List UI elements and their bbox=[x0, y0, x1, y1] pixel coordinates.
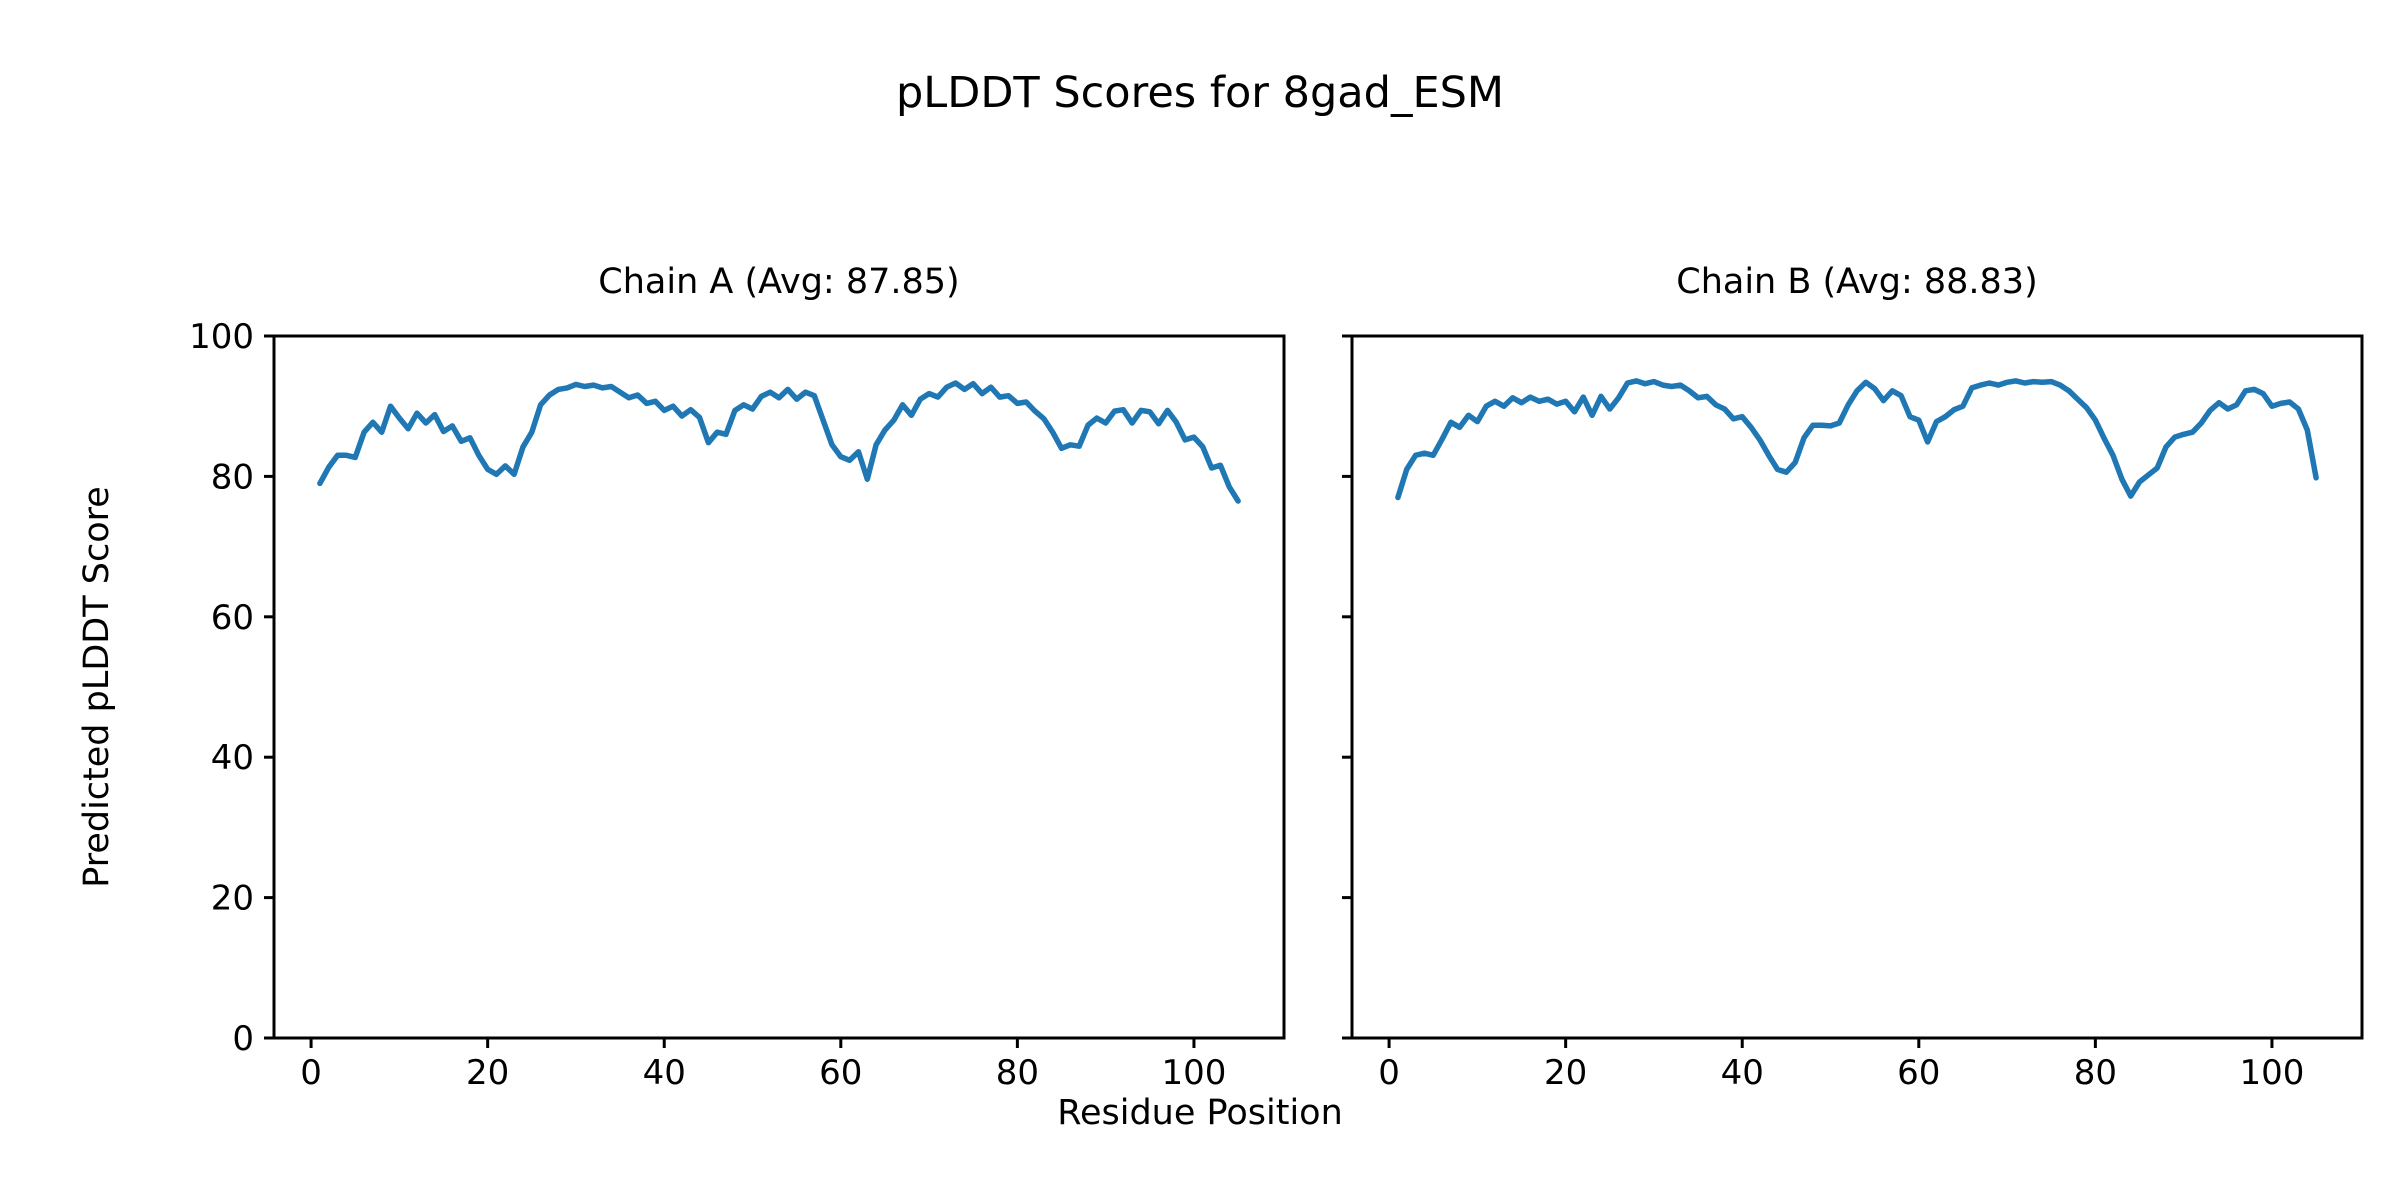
chain-b-axes: 0 20 40 60 80 100 bbox=[1342, 334, 2364, 1093]
y-tick-label: 100 bbox=[189, 317, 254, 357]
chain-b-subplot: Chain B (Avg: 88.83) 0 20 40 60 80 100 bbox=[1342, 262, 2364, 1093]
chain-a-axes: 0 20 40 60 80 100 0 20 40 60 80 100 bbox=[189, 317, 1286, 1093]
plddt-line-chain-b bbox=[1395, 378, 2319, 501]
x-tick-label: 80 bbox=[2074, 1053, 2117, 1093]
plddt-line-chain-a bbox=[317, 380, 1241, 504]
axes-spines bbox=[1350, 334, 2364, 1040]
y-tick-label: 0 bbox=[232, 1019, 254, 1059]
axes-spines bbox=[272, 334, 1286, 1040]
x-tick-label: 40 bbox=[1721, 1053, 1764, 1093]
chain-b-title: Chain B (Avg: 88.83) bbox=[1676, 262, 2038, 302]
y-tick-label: 40 bbox=[211, 738, 254, 778]
x-tick-label: 20 bbox=[1544, 1053, 1587, 1093]
y-tick-label: 60 bbox=[211, 598, 254, 638]
x-tick-label: 80 bbox=[996, 1053, 1039, 1093]
chain-a-subplot: Chain A (Avg: 87.85) 0 20 40 60 80 100 0 20 40 60… bbox=[189, 262, 1286, 1093]
x-tick-label: 100 bbox=[1161, 1053, 1226, 1093]
chain-a-title: Chain A (Avg: 87.85) bbox=[598, 262, 960, 302]
y-axis-label: Predicted pLDDT Score bbox=[77, 486, 117, 888]
x-tick-label: 0 bbox=[1378, 1053, 1400, 1093]
y-tick-label: 80 bbox=[211, 457, 254, 497]
x-tick-label: 40 bbox=[643, 1053, 686, 1093]
x-tick-label: 0 bbox=[300, 1053, 322, 1093]
figure-title: pLDDT Scores for 8gad_ESM bbox=[895, 68, 1505, 118]
x-axis-label: Residue Position bbox=[1057, 1093, 1343, 1133]
y-tick-label: 20 bbox=[211, 879, 254, 919]
x-tick-label: 60 bbox=[1897, 1053, 1940, 1093]
x-tick-label: 20 bbox=[466, 1053, 509, 1093]
x-tick-label: 100 bbox=[2239, 1053, 2304, 1093]
x-tick-label: 60 bbox=[819, 1053, 862, 1093]
